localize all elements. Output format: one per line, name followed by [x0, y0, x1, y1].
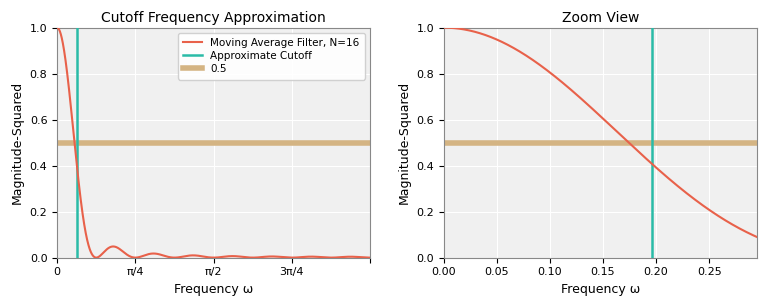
Moving Average Filter, N=16 — [201, 255, 210, 259]
0.5 — [152, 141, 161, 145]
Title: Cutoff Frequency Approximation: Cutoff Frequency Approximation — [101, 11, 326, 25]
Moving Average Filter, N=16 — [356, 255, 365, 259]
Moving Average Filter, N=16 — [52, 26, 61, 29]
Moving Average Filter, N=16 — [184, 254, 194, 258]
Title: Zoom View: Zoom View — [561, 11, 639, 25]
0.5 — [52, 141, 61, 145]
Line: Moving Average Filter, N=16: Moving Average Filter, N=16 — [57, 28, 370, 258]
Moving Average Filter, N=16 — [280, 255, 289, 259]
Y-axis label: Magnitude-Squared: Magnitude-Squared — [11, 81, 24, 204]
X-axis label: Frequency ω: Frequency ω — [174, 283, 253, 296]
Moving Average Filter, N=16 — [340, 255, 349, 259]
Y-axis label: Magnitude-Squared: Magnitude-Squared — [398, 81, 411, 204]
Moving Average Filter, N=16 — [187, 254, 196, 257]
X-axis label: Frequency ω: Frequency ω — [561, 283, 640, 296]
Legend: Moving Average Filter, N=16, Approximate Cutoff, 0.5: Moving Average Filter, N=16, Approximate… — [178, 33, 365, 80]
Moving Average Filter, N=16 — [366, 256, 375, 259]
